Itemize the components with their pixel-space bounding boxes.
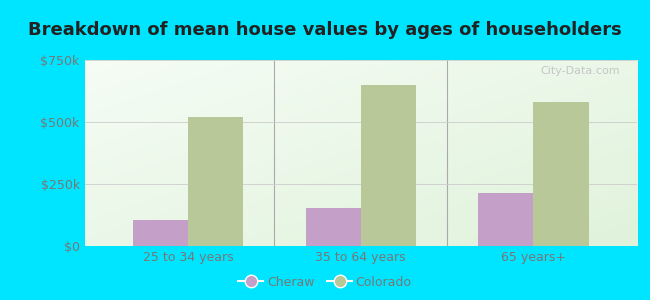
Bar — [534, 102, 589, 246]
Bar — [188, 117, 243, 246]
Text: City-Data.com: City-Data.com — [541, 66, 620, 76]
Legend: Cheraw, Colorado: Cheraw, Colorado — [233, 271, 417, 294]
Bar — [478, 193, 534, 246]
Bar — [133, 220, 188, 246]
Text: Breakdown of mean house values by ages of householders: Breakdown of mean house values by ages o… — [28, 21, 622, 39]
Bar — [306, 208, 361, 246]
Bar — [361, 85, 416, 246]
